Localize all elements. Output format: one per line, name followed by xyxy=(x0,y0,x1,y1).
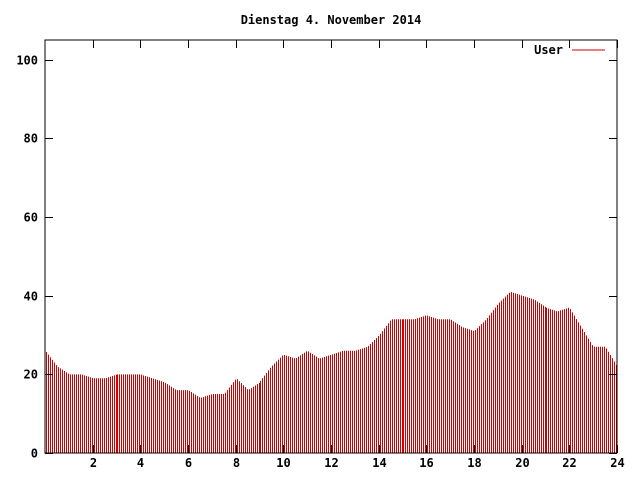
x-tick-label: 2 xyxy=(90,456,97,470)
x-tick-label: 6 xyxy=(185,456,192,470)
x-tick-label: 10 xyxy=(276,456,290,470)
y-tick-label: 100 xyxy=(16,54,38,68)
y-tick-label: 80 xyxy=(24,132,38,146)
x-tick-label: 12 xyxy=(324,456,338,470)
x-axis: 2 4 6 8 10 12 14 16 18 20 22 24 xyxy=(90,40,625,470)
y-tick-label: 20 xyxy=(24,368,38,382)
x-tick-label: 24 xyxy=(610,456,624,470)
y-axis: 0 20 40 60 80 100 xyxy=(16,54,617,461)
y-tick-label: 60 xyxy=(24,211,38,225)
x-tick-label: 16 xyxy=(419,456,433,470)
y-tick-label: 0 xyxy=(31,447,38,461)
legend: User xyxy=(534,43,605,57)
x-tick-label: 8 xyxy=(233,456,240,470)
bars-layer xyxy=(46,292,617,453)
x-tick-label: 22 xyxy=(562,456,576,470)
y-tick-label: 40 xyxy=(24,290,38,304)
x-tick-label: 4 xyxy=(137,456,144,470)
x-tick-label: 20 xyxy=(515,456,529,470)
x-tick-label: 14 xyxy=(372,456,386,470)
x-tick-label: 18 xyxy=(467,456,481,470)
legend-label: User xyxy=(534,43,563,57)
chart-title: Dienstag 4. November 2014 xyxy=(241,13,422,27)
